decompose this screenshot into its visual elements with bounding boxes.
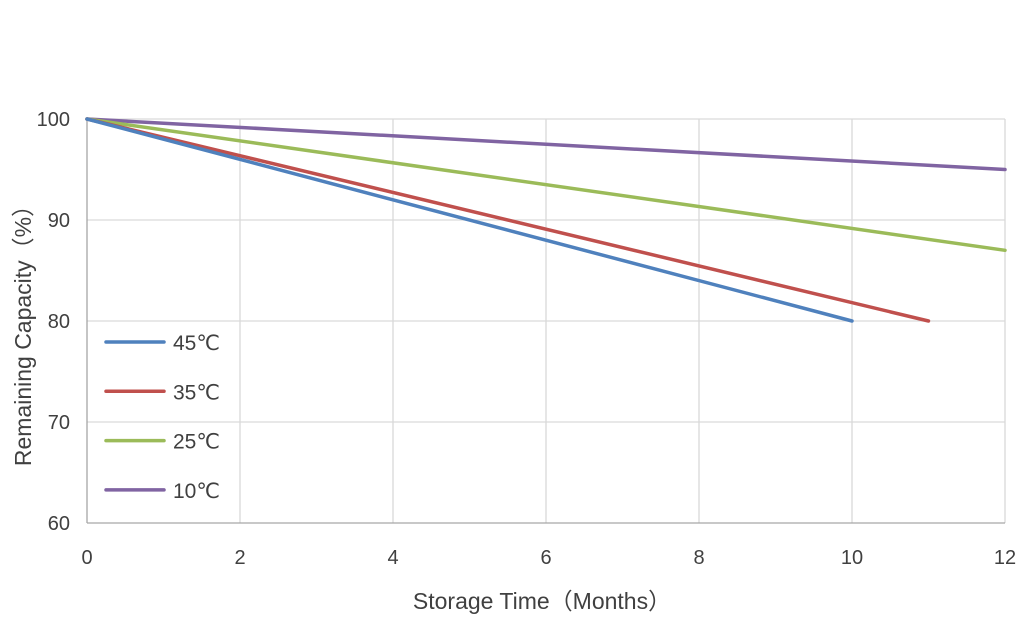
y-axis-title: Remaining Capacity（%）: [10, 194, 36, 466]
legend-label-2: 25℃: [173, 431, 220, 454]
y-tick-label: 80: [48, 311, 70, 333]
x-tick-label: 0: [81, 547, 92, 569]
legend-label-3: 10℃: [173, 480, 220, 503]
x-tick-label: 6: [540, 547, 551, 569]
series-line-0: [85, 117, 854, 323]
series-line-2: [85, 117, 1007, 253]
x-tick-label: 4: [387, 547, 398, 569]
y-tick-label: 60: [48, 513, 70, 535]
legend-label-0: 45℃: [173, 332, 220, 355]
x-tick-label: 12: [994, 547, 1016, 569]
x-tick-label: 10: [841, 547, 863, 569]
series-line-3: [85, 117, 1007, 172]
axes: [86, 119, 1005, 524]
series-lines: [85, 117, 1007, 323]
legend: 45℃ 35℃ 25℃ 10℃: [104, 332, 220, 503]
grid-lines: [87, 118, 1006, 523]
x-axis-title: Storage Time（Months）: [413, 588, 671, 614]
x-tick-label: 8: [693, 547, 704, 569]
y-tick-label: 90: [48, 210, 70, 232]
tick-labels: 60 70 80 90 100 0 2 4 6 8 10 12: [37, 109, 1017, 569]
series-line-1: [85, 117, 931, 323]
legend-label-1: 35℃: [173, 381, 220, 404]
y-tick-label: 70: [48, 412, 70, 434]
y-tick-label: 100: [37, 109, 70, 131]
x-tick-label: 2: [234, 547, 245, 569]
